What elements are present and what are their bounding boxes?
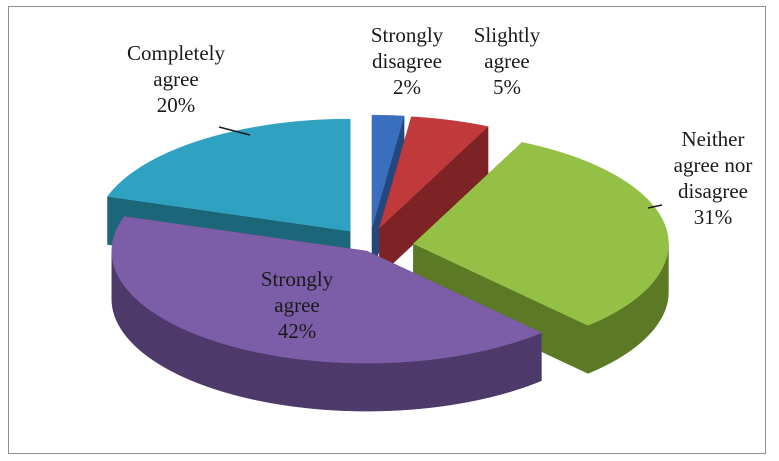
- data-label-strongly_disagree: Strongly disagree 2%: [371, 23, 444, 99]
- data-label-line: Slightly: [474, 23, 541, 47]
- data-label-line: 42%: [278, 319, 317, 343]
- data-label-line: agree: [484, 49, 529, 73]
- data-label-strongly_agree: Strongly agree 42%: [261, 267, 334, 343]
- data-label-line: agree nor: [674, 153, 753, 177]
- slice-labels: Strongly disagree 2%Slightly agree 5%Neither…: [127, 23, 752, 343]
- leader-line-neither: [647, 204, 663, 209]
- data-label-line: agree: [274, 293, 319, 317]
- data-label-slightly_agree: Slightly agree 5%: [474, 23, 541, 99]
- slice-top-neither: [413, 142, 669, 326]
- leader-line-completely_agree: [218, 126, 251, 136]
- data-label-line: 31%: [694, 205, 733, 229]
- leader-lines: [218, 126, 663, 209]
- slice-neither: [413, 141, 669, 374]
- data-label-neither: Neither agree nor disagree 31%: [674, 127, 753, 229]
- data-label-completely_agree: Completely agree 20%: [127, 41, 225, 117]
- slice-top-slightly_agree: [378, 116, 489, 229]
- slice-top-completely_agree: [107, 118, 351, 232]
- data-label-line: Strongly: [371, 23, 444, 47]
- slice-slightly_agree: [378, 116, 489, 277]
- data-label-line: disagree: [372, 49, 442, 73]
- data-label-line: Neither: [682, 127, 745, 151]
- data-label-line: agree: [153, 67, 198, 91]
- slice-strongly_agree: [111, 216, 542, 412]
- slice-top-strongly_agree: [111, 216, 542, 364]
- pie-slices: [107, 114, 669, 412]
- data-label-line: 5%: [493, 75, 521, 99]
- data-label-line: Strongly: [261, 267, 334, 291]
- data-label-line: 2%: [393, 75, 421, 99]
- slice-top-strongly_disagree: [371, 114, 405, 228]
- data-label-line: Completely: [127, 41, 225, 65]
- data-label-line: disagree: [678, 179, 748, 203]
- data-label-line: 20%: [157, 93, 196, 117]
